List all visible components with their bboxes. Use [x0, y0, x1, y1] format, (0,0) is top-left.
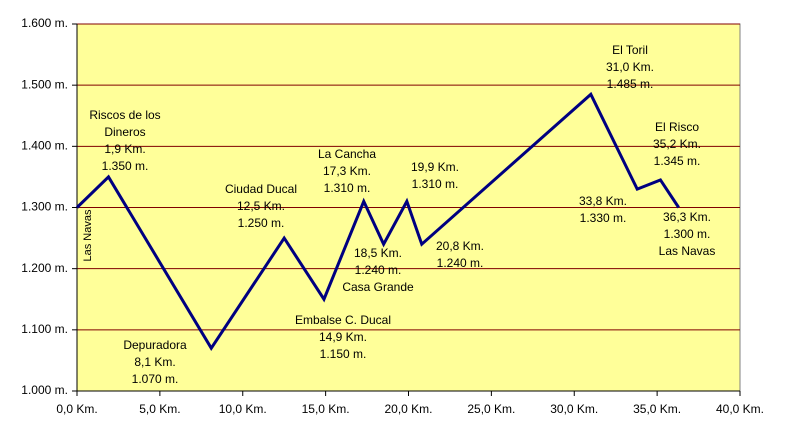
x-label: 20,8 Km. — [435, 239, 485, 253]
y-tick-label: 1.400 m. — [21, 139, 68, 153]
x-tick-label: 20,0 Km. — [384, 402, 432, 416]
x-tick-label: 15,0 Km. — [302, 402, 350, 416]
x-label: 35,2 Km. — [652, 137, 702, 151]
y-tick-label: 1.100 m. — [21, 322, 68, 336]
x-label: 14,9 Km. — [318, 330, 368, 344]
value-label: 1.485 m. — [606, 77, 654, 91]
x-tick-label: 5,0 Km. — [139, 402, 180, 416]
x-tick-label: 35,0 Km. — [633, 402, 681, 416]
value-label: 1.310 m. — [411, 177, 459, 191]
x-label: 8,1 Km. — [134, 355, 176, 369]
x-tick-label: 40,0 Km. — [716, 402, 764, 416]
x-tick-label: 10,0 Km. — [219, 402, 267, 416]
y-tick-label: 1.600 m. — [21, 16, 68, 30]
x-label: 18,5 Km. — [353, 246, 403, 260]
annotation: La Cancha 17,3 Km. 1.310 m. — [297, 146, 397, 197]
y-tick-label: 1.200 m. — [21, 261, 68, 275]
annotation: El Toril 31,0 Km. 1.485 m. — [580, 42, 680, 93]
annotation: El Risco 35,2 Km. 1.345 m. — [627, 119, 727, 170]
point-name: El Toril — [612, 43, 648, 57]
annotation: Depuradora 8,1 Km. 1.070 m. — [105, 337, 205, 388]
annotation: Riscos de los Dineros 1,9 Km. 1.350 m. — [75, 107, 175, 175]
point-name: El Risco — [654, 120, 699, 134]
x-tick-label: 30,0 Km. — [550, 402, 598, 416]
annotation: Embalse C. Ducal 14,9 Km. 1.150 m. — [293, 312, 393, 363]
annotation: 18,5 Km. 1.240 m. Casa Grande — [328, 245, 428, 296]
elevation-line — [75, 91, 680, 351]
point-name: La Cancha — [317, 147, 377, 161]
value-label: 1.300 m. — [663, 227, 711, 241]
y-tick-label: 1.300 m. — [21, 200, 68, 214]
value-label: 1.070 m. — [131, 372, 179, 386]
x-tick-label: 0,0 Km. — [56, 402, 97, 416]
annotation: 33,8 Km. 1.330 m. — [553, 193, 653, 227]
x-tick-label: 25,0 Km. — [467, 402, 515, 416]
y-tick-label: 1.000 m. — [21, 383, 68, 397]
annotation: 20,8 Km. 1.240 m. — [410, 238, 510, 272]
point-name: Riscos de los Dineros — [89, 108, 161, 139]
x-label: 33,8 Km. — [578, 194, 628, 208]
value-label: 1.240 m. — [436, 256, 484, 270]
x-label: 31,0 Km. — [605, 60, 655, 74]
point-name: Las Navas — [82, 209, 94, 261]
x-label: 1,9 Km. — [104, 142, 146, 156]
value-label: 1.345 m. — [653, 154, 701, 168]
x-label: 17,3 Km. — [322, 164, 372, 178]
point-name: Ciudad Ducal — [224, 182, 298, 196]
point-name: Casa Grande — [342, 280, 414, 294]
value-label: 1.310 m. — [323, 181, 371, 195]
annotation: 19,9 Km. 1.310 m. — [385, 159, 485, 193]
value-label: 1.250 m. — [237, 216, 285, 230]
value-label: 1.350 m. — [101, 159, 149, 173]
value-label: 1.240 m. — [354, 263, 402, 277]
x-label: 19,9 Km. — [410, 160, 460, 174]
value-label: 1.330 m. — [579, 211, 627, 225]
annotation: 36,3 Km. 1.300 m. Las Navas — [637, 209, 737, 260]
x-label: 12,5 Km. — [236, 199, 286, 213]
point-name: Las Navas — [658, 244, 716, 258]
value-label: 1.150 m. — [319, 347, 367, 361]
y-tick-label: 1.500 m. — [21, 77, 68, 91]
x-label: 36,3 Km. — [662, 210, 712, 224]
point-name: Depuradora — [123, 338, 187, 352]
point-name: Embalse C. Ducal — [294, 313, 392, 327]
annotation: Ciudad Ducal 12,5 Km. 1.250 m. — [211, 181, 311, 232]
